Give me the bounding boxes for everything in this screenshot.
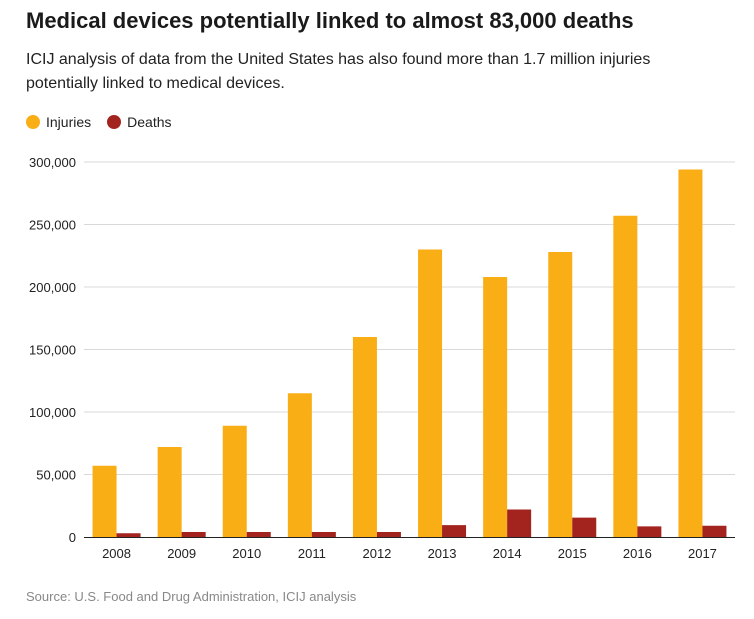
bar-injuries-2013 xyxy=(418,249,443,537)
bar-deaths-2012 xyxy=(376,532,401,537)
y-tick-label: 300,000 xyxy=(29,155,76,170)
x-tick-label: 2013 xyxy=(428,546,457,561)
legend-swatch-injuries xyxy=(26,115,40,129)
y-tick-label: 250,000 xyxy=(29,218,76,233)
x-tick-label: 2017 xyxy=(688,546,717,561)
bar-injuries-2010 xyxy=(222,425,247,537)
bar-injuries-2017 xyxy=(678,169,703,537)
legend-item-injuries: Injuries xyxy=(26,114,91,130)
y-tick-label: 100,000 xyxy=(29,405,76,420)
x-tick-label: 2010 xyxy=(232,546,261,561)
legend-label-deaths: Deaths xyxy=(127,114,172,130)
bar-deaths-2010 xyxy=(246,532,271,537)
y-tick-label: 50,000 xyxy=(36,468,76,483)
bar-deaths-2016 xyxy=(637,526,662,537)
x-tick-label: 2015 xyxy=(558,546,587,561)
x-tick-label: 2011 xyxy=(298,546,326,561)
legend: Injuries Deaths xyxy=(26,114,188,130)
chart-subtitle: ICIJ analysis of data from the United St… xyxy=(26,51,651,92)
bar-deaths-2014 xyxy=(507,509,532,537)
bar-injuries-2015 xyxy=(548,252,573,537)
bar-deaths-2017 xyxy=(702,525,727,537)
bar-injuries-2016 xyxy=(613,215,638,537)
legend-item-deaths: Deaths xyxy=(107,114,172,130)
bar-deaths-2011 xyxy=(311,532,336,537)
x-tick-label: 2009 xyxy=(167,546,196,561)
y-tick-label: 200,000 xyxy=(29,280,76,295)
y-tick-label: 150,000 xyxy=(29,343,76,358)
source-note: Source: U.S. Food and Drug Administratio… xyxy=(26,589,357,604)
bar-injuries-2014 xyxy=(483,277,508,537)
bar-injuries-2012 xyxy=(352,337,377,537)
bar-deaths-2015 xyxy=(572,517,597,537)
bar-deaths-2008 xyxy=(116,533,141,537)
x-tick-label: 2012 xyxy=(362,546,391,561)
bar-injuries-2009 xyxy=(157,447,182,537)
bar-injuries-2011 xyxy=(287,393,312,537)
bar-deaths-2013 xyxy=(442,525,467,537)
bar-injuries-2008 xyxy=(92,465,117,537)
chart-title: Medical devices potentially linked to al… xyxy=(26,8,634,33)
x-tick-label: 2008 xyxy=(102,546,131,561)
y-tick-label: 0 xyxy=(69,530,76,545)
x-tick-label: 2016 xyxy=(623,546,652,561)
x-tick-label: 2014 xyxy=(493,546,522,561)
legend-swatch-deaths xyxy=(107,115,122,129)
bar-deaths-2009 xyxy=(181,532,206,537)
legend-label-injuries: Injuries xyxy=(46,114,92,130)
